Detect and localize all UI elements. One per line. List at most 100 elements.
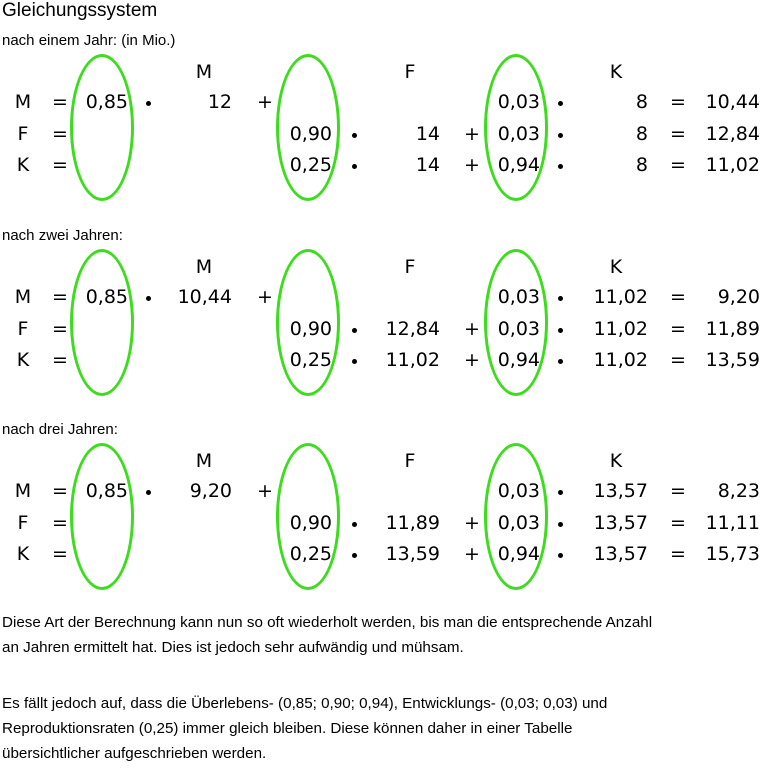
paragraph-1: Diese Art der Berechnung kann nun so oft…	[2, 610, 766, 660]
column-header-m: M	[195, 450, 213, 472]
column-header-f: F	[404, 61, 416, 83]
coefficient-oval-m	[70, 443, 134, 590]
equals-sign: =	[670, 286, 686, 308]
plus-sign: +	[257, 91, 273, 113]
plus-sign: +	[464, 349, 480, 371]
equals-sign: =	[670, 154, 686, 176]
multiply-dot	[558, 133, 563, 138]
equation-system: nach zwei Jahren: M F K M = 0,85 10,44 +0,03 11,0…	[0, 227, 768, 397]
column-header-m: M	[195, 61, 213, 83]
page-title: Gleichungssystem	[2, 0, 158, 21]
f-value: 13,59	[385, 543, 440, 565]
f-coefficient: 0,25	[289, 543, 332, 565]
result-value: 15,73	[705, 543, 760, 565]
column-header-m: M	[195, 256, 213, 278]
multiply-dot	[146, 296, 151, 301]
k-coefficient: 0,03	[497, 512, 540, 534]
f-value: 12,84	[385, 318, 440, 340]
equals-sign: =	[670, 480, 686, 502]
row-variable: M	[14, 91, 32, 113]
m-value: 10,44	[177, 286, 232, 308]
f-value: 14	[415, 123, 440, 145]
equals-sign: =	[670, 318, 686, 340]
result-value: 9,20	[717, 286, 760, 308]
equals-sign: =	[52, 318, 68, 340]
coefficient-oval-f	[276, 443, 340, 590]
plus-sign: +	[257, 286, 273, 308]
k-coefficient: 0,94	[497, 349, 540, 371]
equals-sign: =	[52, 349, 68, 371]
coefficient-oval-k	[484, 443, 548, 590]
k-coefficient: 0,03	[497, 480, 540, 502]
k-value: 8	[635, 91, 648, 113]
equals-sign: =	[670, 543, 686, 565]
column-header-k: K	[609, 256, 623, 278]
equals-sign: =	[52, 543, 68, 565]
multiply-dot	[558, 296, 563, 301]
k-value: 8	[635, 154, 648, 176]
coefficient-oval-f	[276, 249, 340, 396]
multiply-dot	[558, 490, 563, 495]
system-label: nach zwei Jahren:	[2, 227, 123, 244]
equals-sign: =	[670, 123, 686, 145]
column-header-f: F	[404, 450, 416, 472]
equals-sign: =	[52, 154, 68, 176]
coefficient-oval-k	[484, 249, 548, 396]
plus-sign: +	[464, 318, 480, 340]
paragraph-2: Es fällt jedoch auf, dass die Überlebens…	[2, 691, 766, 766]
multiply-dot	[352, 553, 357, 558]
f-coefficient: 0,90	[289, 512, 332, 534]
multiply-dot	[352, 359, 357, 364]
f-coefficient: 0,25	[289, 154, 332, 176]
column-header-k: K	[609, 450, 623, 472]
m-coefficient: 0,85	[85, 286, 128, 308]
paragraph-line: an Jahren ermittelt hat. Dies ist jedoch…	[2, 639, 464, 656]
result-value: 12,84	[705, 123, 760, 145]
plus-sign: +	[464, 154, 480, 176]
equals-sign: =	[670, 91, 686, 113]
column-header-f: F	[404, 256, 416, 278]
equals-sign: =	[52, 91, 68, 113]
m-coefficient: 0,85	[85, 480, 128, 502]
result-value: 11,89	[705, 318, 760, 340]
plus-sign: +	[257, 480, 273, 502]
k-coefficient: 0,94	[497, 154, 540, 176]
paragraph-line: Diese Art der Berechnung kann nun so oft…	[2, 614, 653, 631]
k-coefficient: 0,03	[497, 91, 540, 113]
row-variable: M	[14, 286, 32, 308]
k-value: 13,57	[593, 543, 648, 565]
result-value: 10,44	[705, 91, 760, 113]
plus-sign: +	[464, 512, 480, 534]
m-coefficient: 0,85	[85, 91, 128, 113]
multiply-dot	[352, 522, 357, 527]
multiply-dot	[146, 490, 151, 495]
result-value: 11,11	[705, 512, 760, 534]
row-variable: K	[16, 154, 30, 176]
equals-sign: =	[52, 480, 68, 502]
k-coefficient: 0,03	[497, 286, 540, 308]
k-value: 8	[635, 123, 648, 145]
system-label: nach drei Jahren:	[2, 421, 118, 438]
f-value: 11,89	[385, 512, 440, 534]
f-value: 11,02	[385, 349, 440, 371]
equals-sign: =	[670, 349, 686, 371]
equals-sign: =	[52, 123, 68, 145]
plus-sign: +	[464, 123, 480, 145]
row-variable: F	[17, 512, 29, 534]
k-coefficient: 0,03	[497, 123, 540, 145]
result-value: 8,23	[717, 480, 760, 502]
multiply-dot	[558, 359, 563, 364]
k-value: 13,57	[593, 512, 648, 534]
column-header-k: K	[609, 61, 623, 83]
equals-sign: =	[52, 286, 68, 308]
result-value: 13,59	[705, 349, 760, 371]
k-value: 11,02	[593, 349, 648, 371]
equals-sign: =	[52, 512, 68, 534]
multiply-dot	[146, 101, 151, 106]
k-value: 11,02	[593, 318, 648, 340]
multiply-dot	[352, 133, 357, 138]
f-coefficient: 0,25	[289, 349, 332, 371]
f-value: 14	[415, 154, 440, 176]
coefficient-oval-m	[70, 249, 134, 396]
